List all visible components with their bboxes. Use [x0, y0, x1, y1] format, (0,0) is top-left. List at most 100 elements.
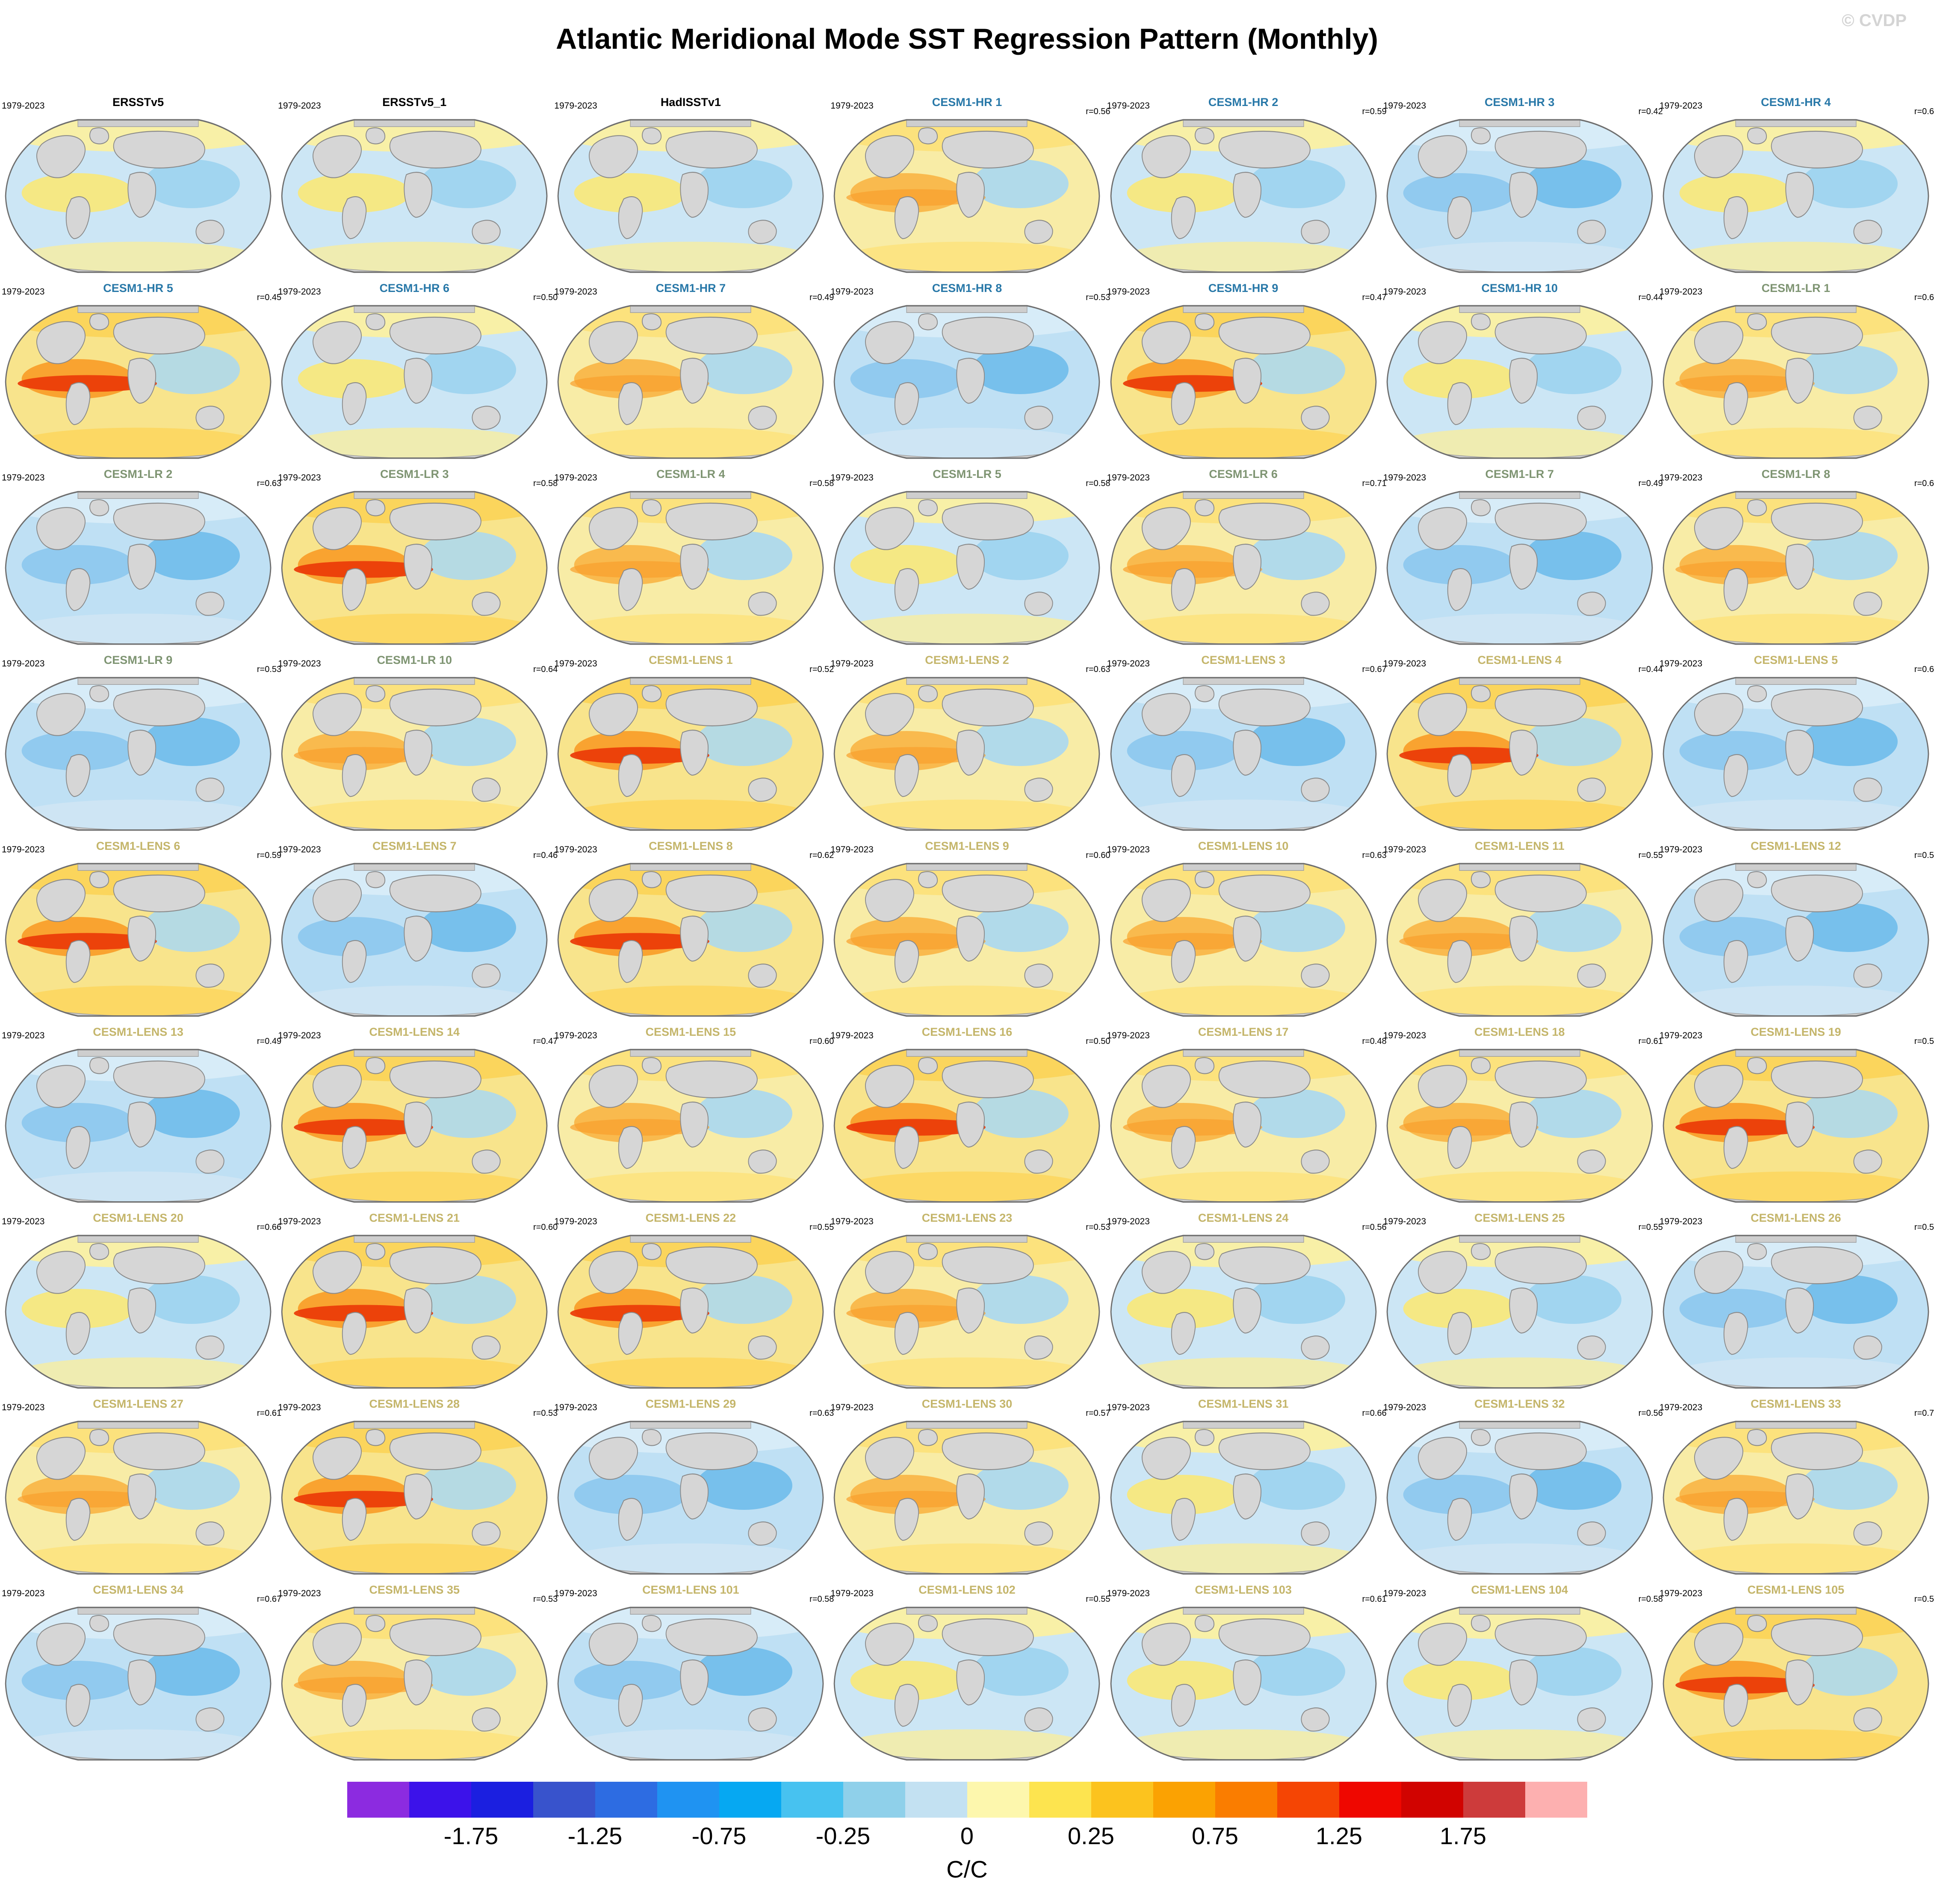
panel-period-label: 1979-2023 [554, 1403, 597, 1412]
panel-title: CESM1-LR 10 [377, 654, 452, 666]
map-panel: CESM1-LENS 29 1979-2023 r=0.63 [552, 1397, 834, 1583]
panel-r-value: r=0.61 [1638, 1037, 1663, 1046]
world-map [834, 1235, 1100, 1389]
panel-title: CESM1-LR 5 [933, 468, 1001, 480]
world-map [834, 677, 1100, 831]
map-panel: CESM1-LENS 102 1979-2023 r=0.55 [829, 1583, 1110, 1768]
world-map [281, 863, 548, 1017]
colorbar-segment [1339, 1782, 1401, 1818]
panel-r-value: r=0.66 [257, 1223, 282, 1232]
map-panel: CESM1-HR 4 1979-2023 r=0.6 [1658, 95, 1934, 281]
panel-r-value: r=0.55 [809, 1223, 834, 1232]
panel-title: CESM1-LENS 4 [1477, 654, 1562, 666]
panel-title: CESM1-LENS 14 [369, 1026, 460, 1038]
panel-title: CESM1-LENS 13 [93, 1026, 183, 1038]
panel-title: CESM1-LR 9 [103, 654, 173, 666]
panel-period-label: 1979-2023 [278, 1589, 321, 1598]
panel-r-value: r=0.45 [257, 293, 282, 302]
world-map [5, 1606, 272, 1761]
world-map [281, 1606, 548, 1761]
panel-period-label: 1979-2023 [1659, 845, 1703, 855]
colorbar-tick-label: -1.75 [443, 1822, 499, 1849]
map-panel: CESM1-HR 7 1979-2023 r=0.49 [552, 281, 834, 467]
panel-period-label: 1979-2023 [1659, 101, 1703, 111]
world-map-container [1662, 1601, 1930, 1766]
world-map-container [833, 1601, 1101, 1766]
panel-title: ERSSTv5 [112, 96, 164, 109]
world-map [1386, 1235, 1653, 1389]
map-panel: ERSSTv5 1979-2023 [0, 95, 276, 281]
world-map [1662, 119, 1929, 273]
world-map [1662, 1421, 1929, 1575]
world-map-container [1110, 1415, 1377, 1580]
panel-title: CESM1-LR 6 [1209, 468, 1278, 480]
map-panel: CESM1-HR 3 1979-2023 r=0.42 [1382, 95, 1663, 281]
panel-r-value: r=0.63 [809, 1409, 834, 1418]
panel-period-label: 1979-2023 [554, 287, 597, 297]
world-map-container [557, 858, 824, 1022]
panel-title: CESM1-LENS 34 [93, 1583, 183, 1596]
panel-title: CESM1-LENS 102 [918, 1583, 1016, 1596]
panel-title: CESM1-LENS 105 [1747, 1583, 1845, 1596]
world-map-container [1386, 300, 1653, 464]
world-map [1386, 1421, 1653, 1575]
map-panel: CESM1-LR 4 1979-2023 r=0.58 [552, 467, 834, 653]
world-map-container [1386, 672, 1653, 836]
panel-title: CESM1-LENS 30 [921, 1397, 1013, 1410]
world-map [1110, 1049, 1376, 1203]
panel-r-value: r=0.56 [1638, 1409, 1663, 1418]
world-map [558, 305, 824, 459]
colorbar-segment [967, 1782, 1029, 1818]
panel-period-label: 1979-2023 [2, 845, 45, 855]
map-panel: CESM1-LENS 16 1979-2023 r=0.50 [829, 1025, 1110, 1211]
panel-period-label: 1979-2023 [1383, 287, 1426, 297]
world-map-container [1386, 858, 1653, 1022]
world-map [558, 677, 824, 831]
world-map-container [833, 1229, 1101, 1394]
world-map-container [1386, 1601, 1653, 1766]
panel-r-value: r=0.7 [1914, 1409, 1934, 1418]
cvdp-watermark: © CVDP [1842, 11, 1907, 30]
world-map [1110, 119, 1376, 273]
panel-period-label: 1979-2023 [2, 659, 45, 669]
panel-title: CESM1-LENS 22 [645, 1211, 736, 1224]
panel-r-value: r=0.62 [809, 851, 834, 860]
panel-title: CESM1-HR 5 [103, 282, 173, 295]
panel-r-value: r=0.50 [1086, 1037, 1110, 1046]
panel-r-value: r=0.53 [533, 1409, 558, 1418]
map-panel: CESM1-LENS 5 1979-2023 r=0.6 [1658, 653, 1934, 839]
panel-title: CESM1-LENS 24 [1198, 1211, 1289, 1224]
panel-period-label: 1979-2023 [278, 287, 321, 297]
panel-title: CESM1-LENS 26 [1751, 1211, 1841, 1224]
panel-r-value: r=0.64 [533, 665, 558, 674]
panel-r-value: r=0.5 [1914, 1595, 1934, 1604]
world-map [1662, 863, 1929, 1017]
panel-r-value: r=0.58 [1638, 1595, 1663, 1604]
world-map-container [1662, 486, 1930, 650]
world-map [1386, 491, 1653, 645]
panel-title: CESM1-LENS 2 [925, 654, 1009, 666]
colorbar-segment [595, 1782, 657, 1818]
panel-title: ERSSTv5_1 [382, 96, 447, 109]
panel-title: CESM1-LENS 104 [1471, 1583, 1568, 1596]
panel-r-value: r=0.61 [1362, 1595, 1387, 1604]
panel-r-value: r=0.52 [809, 665, 834, 674]
map-panel: CESM1-LENS 32 1979-2023 r=0.56 [1382, 1397, 1663, 1583]
panel-period-label: 1979-2023 [830, 473, 874, 483]
colorbar-segment [1091, 1782, 1153, 1818]
panel-r-value: r=0.47 [533, 1037, 558, 1046]
map-panel: CESM1-LENS 14 1979-2023 r=0.47 [276, 1025, 558, 1211]
world-map-container [1662, 1043, 1930, 1208]
panel-period-label: 1979-2023 [1383, 1403, 1426, 1412]
world-map [1662, 491, 1929, 645]
colorbar-tick-label: -1.25 [567, 1822, 623, 1849]
map-panel: CESM1-LENS 11 1979-2023 r=0.55 [1382, 839, 1663, 1025]
panel-period-label: 1979-2023 [1383, 473, 1426, 483]
world-map-container [1386, 1415, 1653, 1580]
panel-r-value: r=0.53 [533, 1595, 558, 1604]
world-map [834, 1421, 1100, 1575]
panel-title: CESM1-HR 7 [655, 282, 726, 295]
panel-period-label: 1979-2023 [1107, 473, 1150, 483]
panel-r-value: r=0.49 [809, 293, 834, 302]
world-map [5, 119, 272, 273]
